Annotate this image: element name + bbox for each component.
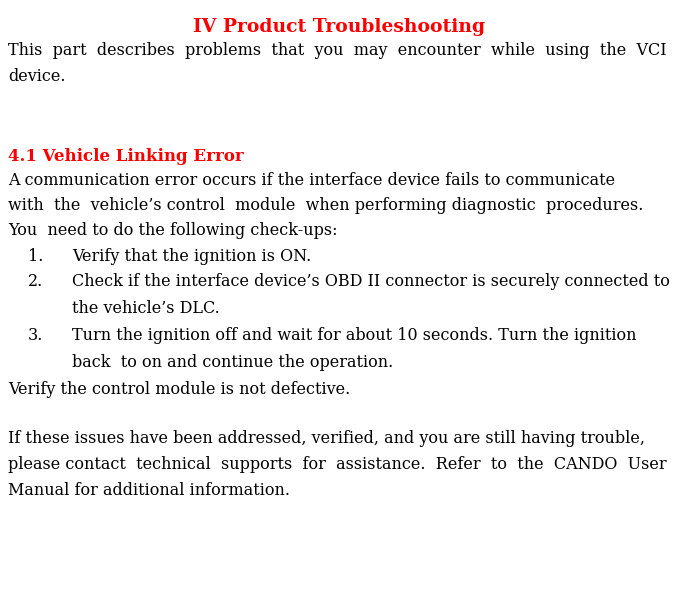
Text: IV Product Troubleshooting: IV Product Troubleshooting <box>193 18 485 36</box>
Text: This  part  describes  problems  that  you  may  encounter  while  using  the  V: This part describes problems that you ma… <box>8 42 667 59</box>
Text: Verify that the ignition is ON.: Verify that the ignition is ON. <box>72 248 311 265</box>
Text: 4.1 Vehicle Linking Error: 4.1 Vehicle Linking Error <box>8 148 244 165</box>
Text: device.: device. <box>8 68 65 85</box>
Text: Manual for additional information.: Manual for additional information. <box>8 482 290 499</box>
Text: 1.: 1. <box>28 248 43 265</box>
Text: with  the  vehicle’s control  module  when performing diagnostic  procedures.: with the vehicle’s control module when p… <box>8 197 644 214</box>
Text: 3.: 3. <box>28 327 43 344</box>
Text: back  to on and continue the operation.: back to on and continue the operation. <box>72 354 393 371</box>
Text: You  need to do the following check-ups:: You need to do the following check-ups: <box>8 222 337 239</box>
Text: A communication error occurs if the interface device fails to communicate: A communication error occurs if the inte… <box>8 172 615 189</box>
Text: the vehicle’s DLC.: the vehicle’s DLC. <box>72 300 220 317</box>
Text: Verify the control module is not defective.: Verify the control module is not defecti… <box>8 381 350 398</box>
Text: Turn the ignition off and wait for about 10 seconds. Turn the ignition: Turn the ignition off and wait for about… <box>72 327 636 344</box>
Text: Check if the interface device’s OBD II connector is securely connected to: Check if the interface device’s OBD II c… <box>72 273 670 290</box>
Text: please contact  technical  supports  for  assistance.  Refer  to  the  CANDO  Us: please contact technical supports for as… <box>8 456 667 473</box>
Text: If these issues have been addressed, verified, and you are still having trouble,: If these issues have been addressed, ver… <box>8 430 645 447</box>
Text: 2.: 2. <box>28 273 43 290</box>
